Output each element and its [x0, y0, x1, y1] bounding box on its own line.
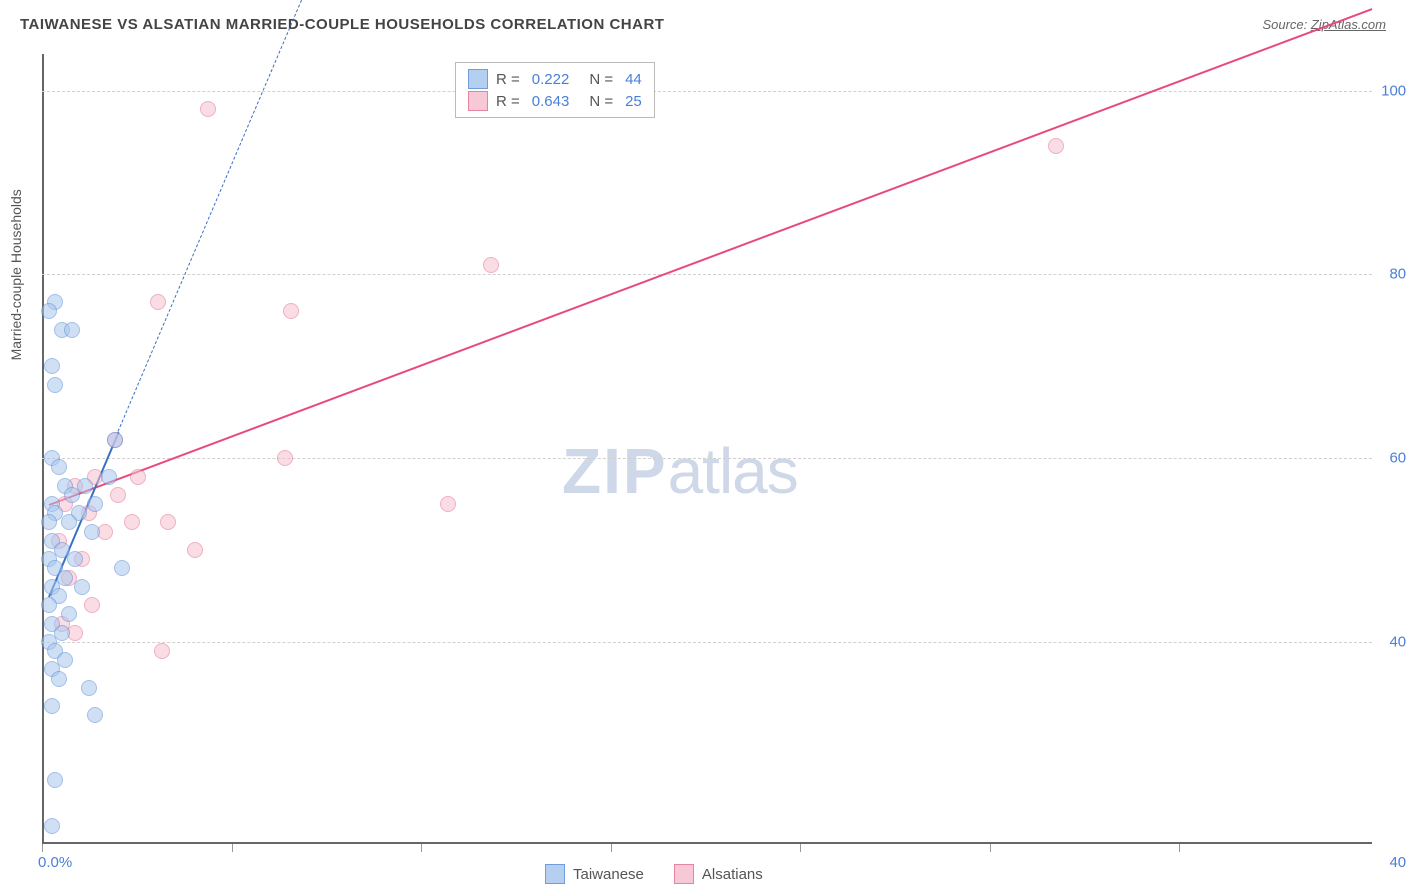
- data-point: [81, 680, 97, 696]
- r-value-taiwanese: 0.222: [532, 71, 570, 88]
- header-bar: TAIWANESE VS ALSATIAN MARRIED-COUPLE HOU…: [0, 0, 1406, 48]
- series-legend: Taiwanese Alsatians: [545, 864, 763, 884]
- data-point: [130, 469, 146, 485]
- source-attribution: Source: ZipAtlas.com: [1262, 17, 1386, 32]
- data-point: [160, 514, 176, 530]
- n-label: N =: [589, 93, 613, 110]
- data-point: [44, 358, 60, 374]
- legend-item-taiwanese: Taiwanese: [545, 864, 644, 884]
- gridline-h: [42, 274, 1372, 275]
- y-tick-label: 60.0%: [1389, 450, 1406, 467]
- data-point: [114, 560, 130, 576]
- gridline-h: [42, 642, 1372, 643]
- x-tick: [611, 844, 612, 852]
- data-point: [200, 101, 216, 117]
- n-label: N =: [589, 71, 613, 88]
- data-point: [44, 698, 60, 714]
- data-point: [41, 303, 57, 319]
- data-point: [67, 551, 83, 567]
- watermark-zip: ZIP: [562, 435, 668, 507]
- data-point: [77, 478, 93, 494]
- r-label: R =: [496, 71, 520, 88]
- y-tick-label: 40.0%: [1389, 633, 1406, 650]
- data-point: [110, 487, 126, 503]
- y-tick-label: 80.0%: [1389, 266, 1406, 283]
- legend-label-alsatians: Alsatians: [702, 866, 763, 883]
- data-point: [154, 643, 170, 659]
- data-point: [64, 487, 80, 503]
- y-tick-label: 100.0%: [1381, 82, 1406, 99]
- swatch-alsatians: [468, 91, 488, 111]
- data-point: [150, 294, 166, 310]
- data-point: [84, 524, 100, 540]
- x-origin-label: 0.0%: [38, 854, 72, 871]
- x-tick: [1179, 844, 1180, 852]
- data-point: [64, 322, 80, 338]
- data-point: [47, 772, 63, 788]
- x-tick: [800, 844, 801, 852]
- r-label: R =: [496, 93, 520, 110]
- trend-line: [118, 0, 342, 431]
- data-point: [51, 671, 67, 687]
- n-value-taiwanese: 44: [625, 71, 642, 88]
- x-tick: [42, 844, 43, 852]
- stats-row-taiwanese: R = 0.222 N = 44: [468, 69, 642, 89]
- gridline-h: [42, 91, 1372, 92]
- data-point: [87, 496, 103, 512]
- stats-row-alsatians: R = 0.643 N = 25: [468, 91, 642, 111]
- data-point: [41, 514, 57, 530]
- data-point: [61, 606, 77, 622]
- legend-label-taiwanese: Taiwanese: [573, 866, 644, 883]
- r-value-alsatians: 0.643: [532, 93, 570, 110]
- swatch-taiwanese: [545, 864, 565, 884]
- data-point: [47, 377, 63, 393]
- data-point: [101, 469, 117, 485]
- x-axis-line: [42, 842, 1372, 844]
- gridline-h: [42, 458, 1372, 459]
- data-point: [107, 432, 123, 448]
- data-point: [283, 303, 299, 319]
- data-point: [440, 496, 456, 512]
- data-point: [74, 579, 90, 595]
- data-point: [51, 459, 67, 475]
- data-point: [54, 625, 70, 641]
- data-point: [84, 597, 100, 613]
- n-value-alsatians: 25: [625, 93, 642, 110]
- x-tick: [421, 844, 422, 852]
- data-point: [277, 450, 293, 466]
- watermark: ZIPatlas: [562, 434, 798, 508]
- data-point: [44, 818, 60, 834]
- data-point: [1048, 138, 1064, 154]
- chart-title: TAIWANESE VS ALSATIAN MARRIED-COUPLE HOU…: [20, 16, 664, 33]
- data-point: [61, 514, 77, 530]
- data-point: [57, 570, 73, 586]
- x-tick: [232, 844, 233, 852]
- scatter-plot: ZIPatlas 40.0%60.0%80.0%100.0%0.0%40.0%: [42, 54, 1372, 844]
- y-axis-label: Married-couple Households: [8, 189, 24, 360]
- swatch-taiwanese: [468, 69, 488, 89]
- source-prefix: Source:: [1262, 17, 1310, 32]
- data-point: [124, 514, 140, 530]
- data-point: [87, 707, 103, 723]
- data-point: [187, 542, 203, 558]
- data-point: [41, 597, 57, 613]
- trend-line: [48, 8, 1372, 506]
- watermark-atlas: atlas: [668, 435, 798, 507]
- swatch-alsatians: [674, 864, 694, 884]
- x-max-label: 40.0%: [1389, 854, 1406, 871]
- stats-legend: R = 0.222 N = 44 R = 0.643 N = 25: [455, 62, 655, 118]
- y-axis-line: [42, 54, 44, 844]
- data-point: [483, 257, 499, 273]
- legend-item-alsatians: Alsatians: [674, 864, 763, 884]
- data-point: [57, 652, 73, 668]
- x-tick: [990, 844, 991, 852]
